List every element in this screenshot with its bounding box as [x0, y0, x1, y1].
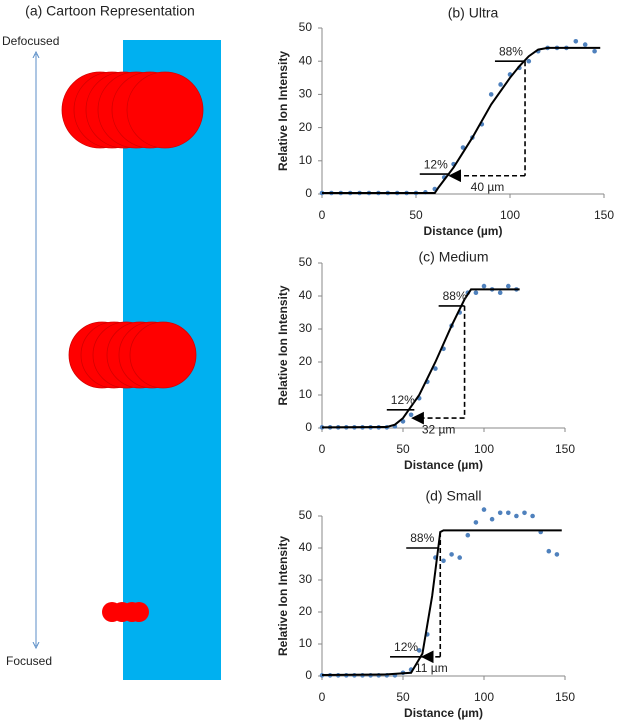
reference-label: 12% [424, 157, 448, 171]
x-axis-label: Distance (µm) [404, 458, 483, 472]
reference-label: 12% [391, 393, 415, 407]
reference-label: 88% [499, 44, 523, 58]
y-tick-label: 0 [305, 420, 312, 434]
beam-spots-bottom [102, 602, 149, 622]
y-tick-label: 10 [299, 636, 313, 650]
y-tick-label: 30 [299, 572, 313, 586]
data-point [573, 38, 579, 44]
x-tick-label: 150 [594, 208, 614, 222]
y-tick-label: 40 [299, 540, 313, 554]
beam-spots-middle [68, 321, 197, 389]
data-point [497, 290, 503, 296]
data-point [514, 513, 519, 519]
fit-line [322, 46, 601, 195]
data-point [416, 648, 422, 653]
x-tick-label: 50 [409, 208, 423, 222]
data-point [460, 145, 466, 150]
beam-spots-top [61, 71, 204, 149]
y-tick-label: 30 [299, 321, 313, 335]
y-axis-label: Relative Ion Intensity [276, 536, 290, 656]
data-point [319, 425, 325, 430]
data-point [506, 510, 511, 516]
y-tick-label: 30 [299, 87, 313, 101]
data-point [506, 283, 511, 289]
x-tick-label: 0 [319, 442, 326, 456]
x-tick-label: 0 [319, 208, 326, 222]
data-point [465, 532, 471, 538]
y-tick-label: 20 [299, 604, 313, 618]
x-tick-label: 50 [396, 442, 410, 456]
data-point [522, 510, 527, 516]
y-tick-label: 40 [299, 53, 313, 67]
y-tick-label: 0 [305, 668, 312, 682]
y-axis-label: Relative Ion Intensity [276, 51, 290, 171]
data-point [530, 513, 535, 519]
data-point [489, 516, 495, 522]
y-tick-label: 0 [305, 186, 312, 200]
x-tick-label: 150 [555, 442, 575, 456]
y-tick-label: 10 [299, 153, 313, 167]
y-axis-label: Relative Ion Intensity [276, 285, 290, 405]
y-tick-label: 20 [299, 120, 313, 134]
fit-line [321, 288, 520, 429]
x-tick-label: 150 [555, 690, 575, 704]
chart-title: (d) Small [425, 488, 481, 504]
data-point [433, 366, 438, 371]
data-point [473, 520, 479, 525]
data-point [473, 290, 479, 296]
data-point [457, 555, 463, 560]
chart-panel: (c) Medium 0 50 100 150 0 10 20 30 40 50 Distance (… [276, 249, 575, 472]
data-point [546, 548, 552, 554]
cartoon-panel: (a) Cartoon Representation Defocused Foc… [2, 3, 221, 680]
width-label: 40 µm [471, 180, 505, 194]
data-point [498, 82, 503, 87]
data-point [554, 552, 560, 557]
fit-line [321, 529, 562, 677]
y-tick-label: 20 [299, 354, 313, 368]
x-axis-label: Distance (µm) [404, 706, 483, 720]
width-label: 11 µm [415, 661, 448, 675]
y-tick-label: 50 [299, 255, 313, 269]
top-label: Defocused [2, 34, 59, 48]
y-tick-label: 50 [299, 20, 313, 34]
data-point [497, 510, 503, 516]
reference-label: 88% [443, 289, 467, 303]
data-point [582, 42, 588, 47]
x-axis-label: Distance (µm) [424, 224, 503, 238]
reference-label: 88% [410, 531, 434, 545]
x-tick-label: 100 [500, 208, 520, 222]
bottom-label: Focused [6, 654, 52, 668]
data-point [526, 58, 532, 64]
y-tick-label: 10 [299, 387, 313, 401]
x-tick-label: 100 [474, 442, 494, 456]
chart-title: (b) Ultra [448, 5, 499, 21]
reference-label: 12% [394, 640, 418, 654]
y-tick-label: 50 [299, 508, 313, 522]
data-point [481, 507, 487, 512]
x-tick-label: 100 [474, 690, 494, 704]
x-tick-label: 0 [319, 690, 326, 704]
chart-panel: (d) Small 0 50 100 150 0 10 20 30 40 50 Distance (µ… [276, 488, 575, 720]
y-tick-label: 40 [299, 288, 313, 302]
data-point [488, 92, 494, 97]
x-tick-label: 50 [396, 690, 410, 704]
data-point [449, 552, 454, 557]
data-point [408, 412, 414, 418]
chart-title: (c) Medium [418, 249, 488, 265]
data-point [481, 283, 487, 289]
data-point [441, 558, 446, 564]
width-label: 32 µm [422, 422, 456, 436]
cartoon-title: (a) Cartoon Representation [25, 3, 195, 19]
data-point [592, 48, 597, 54]
